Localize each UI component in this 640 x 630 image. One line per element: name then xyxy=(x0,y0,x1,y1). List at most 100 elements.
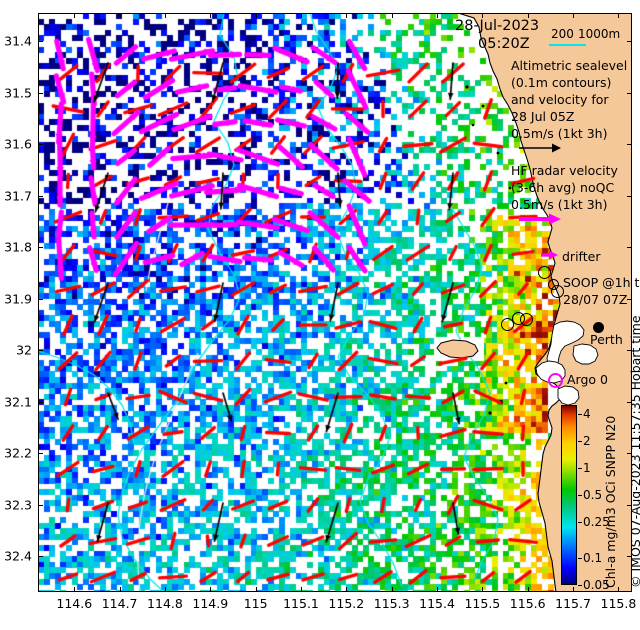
y-tick xyxy=(627,92,632,94)
x-tick xyxy=(527,587,529,592)
y-tick xyxy=(38,247,43,249)
colorbar-tick-label: 0.1 xyxy=(583,550,603,565)
y-tick xyxy=(627,298,632,300)
x-tick-label: 114.8 xyxy=(147,596,183,611)
x-tick xyxy=(255,587,257,592)
y-tick xyxy=(627,504,632,506)
x-tick xyxy=(437,587,439,592)
soop-label-line2: 28/07 07Z xyxy=(563,292,628,307)
velocity-vectors xyxy=(38,13,632,592)
legend-altimetry-line5: 0.5m/s (1kt 3h) xyxy=(511,126,608,141)
y-tick-label: 32.4 xyxy=(4,548,32,564)
colorbar-tick xyxy=(578,585,582,586)
colorbar-tick-label: 0.05 xyxy=(583,578,610,592)
x-tick-label: 115.8 xyxy=(600,596,637,611)
x-tick xyxy=(210,587,212,592)
x-tick xyxy=(527,13,529,18)
y-tick xyxy=(627,453,632,455)
legend-altimetry-line4: 28 Jul 05Z xyxy=(511,109,575,124)
title-time: 05:20Z xyxy=(478,36,530,52)
scalebar-line xyxy=(549,44,586,46)
x-tick xyxy=(573,587,575,592)
soop-track-circle xyxy=(501,318,514,331)
argo-label: Argo 0 xyxy=(567,372,608,387)
y-tick-label: 32.1 xyxy=(4,394,32,410)
y-tick xyxy=(627,144,632,146)
x-tick xyxy=(391,587,393,592)
scalebar-label-200: 200 xyxy=(551,27,574,41)
x-tick xyxy=(74,13,76,18)
y-tick xyxy=(38,298,43,300)
legend-hfradar-arrow-icon xyxy=(519,213,561,225)
colorbar-tick-label: 4 xyxy=(583,406,591,421)
colorbar-tick xyxy=(578,522,582,524)
colorbar-tick xyxy=(578,413,582,415)
y-tick-label: 31.6 xyxy=(4,136,32,152)
y-tick xyxy=(38,453,43,455)
y-tick xyxy=(627,350,632,352)
colorbar-tick-label: 0.25 xyxy=(583,515,610,530)
drifter-label: drifter xyxy=(562,249,601,264)
y-tick-label: 31.9 xyxy=(4,291,32,307)
x-tick xyxy=(74,587,76,592)
soop-track-circle xyxy=(520,313,533,326)
y-tick-label: 31.5 xyxy=(4,85,32,101)
x-tick xyxy=(164,13,166,18)
x-tick xyxy=(482,587,484,592)
legend-hfradar-line3: 0.5m/s (1kt 3h) xyxy=(511,197,608,212)
colorbar-tick xyxy=(578,467,582,469)
x-tick-label: 115.4 xyxy=(419,596,455,611)
x-tick xyxy=(119,587,121,592)
legend-altimetry-line3: and velocity for xyxy=(511,92,609,107)
colorbar-tick-label: 0.5 xyxy=(583,488,603,502)
y-tick-label: 31.7 xyxy=(4,188,32,204)
scalebar-label-1000m: 1000m xyxy=(578,27,621,41)
x-tick-label: 115.5 xyxy=(464,596,501,611)
map-plot-area xyxy=(38,13,632,592)
legend-altimetry-line2: (0.1m contours) xyxy=(511,75,612,90)
colorbar-tick xyxy=(578,557,582,559)
x-tick-label: 114.7 xyxy=(101,596,138,611)
perth-city-dot-icon xyxy=(593,322,604,333)
x-tick-label: 115.7 xyxy=(555,596,591,611)
x-tick xyxy=(346,13,348,18)
x-tick xyxy=(300,13,302,18)
soop-track-circle xyxy=(538,266,551,279)
x-tick-label: 114.9 xyxy=(192,596,229,611)
perth-city-label: Perth xyxy=(590,332,623,347)
y-tick xyxy=(627,401,632,403)
argo-marker-icon xyxy=(548,373,563,388)
soop-label-line1: SOOP @1h to xyxy=(563,275,640,290)
colorbar-tick xyxy=(578,495,582,496)
legend-hfradar-line2: (3-6h avg) noQC xyxy=(511,180,615,195)
y-tick xyxy=(38,41,43,43)
y-tick xyxy=(627,41,632,43)
x-tick xyxy=(618,587,620,592)
credit-text: © IMOS 07-Aug-2023 11:57:35 Hobart time xyxy=(628,315,640,588)
legend-hfradar-line1: HF radar velocity xyxy=(511,163,618,178)
x-tick-label: 115.1 xyxy=(283,596,319,611)
x-tick xyxy=(300,587,302,592)
x-tick-label: 115 xyxy=(243,596,268,611)
y-tick-label: 32 xyxy=(16,342,32,358)
colorbar-tick-label: 2 xyxy=(583,433,591,448)
x-tick xyxy=(391,13,393,18)
y-tick-label: 31.8 xyxy=(4,239,32,255)
y-tick xyxy=(38,195,43,197)
x-tick xyxy=(164,587,166,592)
x-tick xyxy=(618,13,620,18)
colorbar-tick xyxy=(578,440,582,442)
y-tick xyxy=(38,401,43,403)
y-tick xyxy=(38,350,43,352)
x-tick-label: 115.2 xyxy=(328,596,365,611)
y-tick xyxy=(38,504,43,506)
legend-altimetry-line1: Altimetric sealevel xyxy=(511,58,628,73)
y-tick xyxy=(627,195,632,197)
drifter-arrow-icon xyxy=(541,250,558,260)
x-tick xyxy=(210,13,212,18)
x-tick xyxy=(119,13,121,18)
y-tick-label: 32.3 xyxy=(4,497,32,512)
title-date: 28-Jul-2023 xyxy=(455,18,540,34)
x-tick xyxy=(573,13,575,18)
